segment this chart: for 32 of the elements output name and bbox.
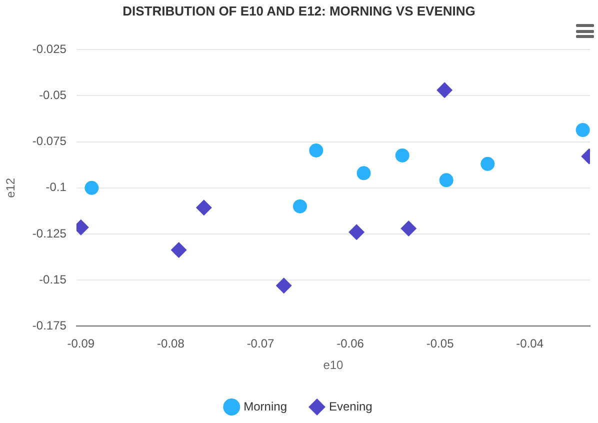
y-axis-title: e12 xyxy=(4,178,18,198)
x-axis-title: e10 xyxy=(323,358,344,372)
x-tick-label: -0.09 xyxy=(67,336,95,351)
point xyxy=(348,224,365,240)
y-tick-label: -0.05 xyxy=(39,88,67,102)
x-tick-label: -0.04 xyxy=(516,336,544,351)
point xyxy=(170,242,187,258)
y-tick-label: -0.125 xyxy=(32,226,67,240)
x-tick-label: -0.05 xyxy=(426,336,454,351)
y-tick-label: -0.025 xyxy=(32,42,67,56)
y-tick-label: -0.175 xyxy=(32,318,67,333)
point xyxy=(84,180,99,195)
legend-label: Evening xyxy=(328,399,372,414)
chart-title: DISTRIBUTION OF E10 AND E12: MORNING VS EVENING xyxy=(122,3,476,18)
y-tick-label: -0.1 xyxy=(46,180,67,194)
point xyxy=(480,156,495,171)
point xyxy=(439,173,454,188)
x-tick-label: -0.07 xyxy=(246,336,274,351)
x-tick-label: -0.06 xyxy=(336,336,364,351)
point xyxy=(436,82,453,98)
point xyxy=(309,143,324,158)
point xyxy=(395,148,410,162)
y-tick-label: -0.15 xyxy=(39,272,67,286)
point xyxy=(356,166,371,180)
x-tick-label: -0.08 xyxy=(157,336,185,351)
legend-label: Morning xyxy=(244,399,287,414)
point xyxy=(400,220,417,236)
point xyxy=(276,278,292,294)
y-tick-label: -0.075 xyxy=(32,134,67,148)
point xyxy=(292,199,307,214)
point xyxy=(196,200,212,216)
point xyxy=(576,123,590,137)
